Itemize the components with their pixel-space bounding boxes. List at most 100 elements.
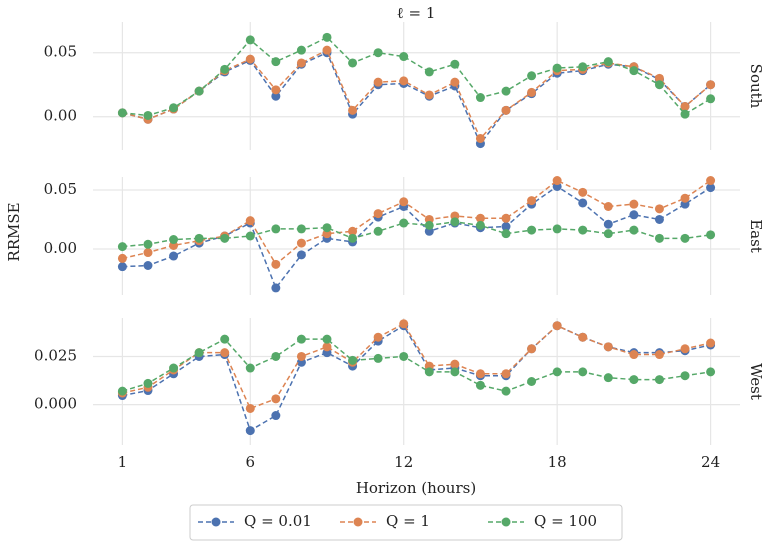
legend-marker bbox=[211, 517, 221, 527]
data-point bbox=[194, 348, 204, 358]
data-point bbox=[143, 261, 153, 270]
data-point bbox=[680, 109, 690, 119]
data-point bbox=[271, 411, 281, 421]
data-point bbox=[578, 225, 588, 235]
data-point bbox=[501, 386, 511, 396]
data-point bbox=[143, 110, 153, 120]
data-point bbox=[706, 338, 716, 348]
data-point bbox=[245, 35, 255, 45]
y-tick-label: 0.00 bbox=[44, 239, 77, 257]
data-point bbox=[322, 342, 332, 352]
data-point bbox=[271, 394, 281, 404]
data-point bbox=[501, 222, 511, 232]
data-point bbox=[271, 224, 281, 234]
data-point bbox=[603, 57, 613, 67]
legend-label: Q = 100 bbox=[534, 512, 597, 530]
data-point bbox=[501, 105, 511, 115]
data-point bbox=[706, 367, 716, 377]
data-point bbox=[654, 204, 664, 214]
data-point bbox=[296, 238, 306, 248]
data-point bbox=[424, 220, 434, 230]
data-point bbox=[169, 251, 179, 261]
data-point bbox=[654, 80, 664, 90]
facet-label: South bbox=[747, 64, 765, 109]
data-point bbox=[680, 233, 690, 243]
y-tick-label: 0.05 bbox=[44, 180, 77, 198]
data-point bbox=[245, 216, 255, 226]
data-point bbox=[501, 213, 511, 223]
data-point bbox=[169, 103, 179, 113]
data-point bbox=[220, 64, 230, 74]
data-point bbox=[194, 86, 204, 96]
x-tick-label: 1 bbox=[118, 453, 128, 471]
data-point bbox=[578, 62, 588, 72]
legend-marker bbox=[353, 517, 363, 527]
data-point bbox=[578, 187, 588, 197]
data-point bbox=[578, 332, 588, 342]
data-point bbox=[348, 233, 358, 243]
data-point bbox=[245, 363, 255, 373]
data-point bbox=[603, 342, 613, 352]
facet-label: West bbox=[747, 363, 765, 400]
series-line bbox=[122, 49, 712, 140]
data-point bbox=[450, 217, 460, 227]
data-point bbox=[603, 373, 613, 383]
data-point bbox=[654, 375, 664, 385]
data-point bbox=[373, 48, 383, 58]
data-point bbox=[629, 225, 639, 235]
data-point bbox=[475, 380, 485, 390]
x-axis-label: Horizon (hours) bbox=[356, 479, 476, 497]
data-point bbox=[578, 198, 588, 208]
series-line bbox=[122, 185, 711, 290]
data-point bbox=[296, 45, 306, 55]
data-point bbox=[424, 90, 434, 100]
y-tick-label: 0.025 bbox=[34, 346, 77, 364]
data-point bbox=[629, 210, 639, 220]
data-point bbox=[654, 214, 664, 224]
facet-label: East bbox=[747, 219, 765, 253]
data-point bbox=[603, 229, 613, 239]
data-point bbox=[424, 67, 434, 77]
y-axis-label: RRMSE bbox=[5, 202, 23, 261]
data-point bbox=[399, 351, 409, 361]
data-point bbox=[348, 105, 358, 115]
data-point bbox=[271, 259, 281, 269]
data-point bbox=[552, 367, 562, 377]
data-point bbox=[271, 351, 281, 361]
data-point bbox=[399, 197, 409, 207]
data-point bbox=[578, 367, 588, 377]
x-tick-label: 12 bbox=[394, 453, 413, 471]
data-point bbox=[629, 66, 639, 76]
y-tick-label: 0.05 bbox=[44, 43, 77, 61]
legend-label: Q = 1 bbox=[386, 512, 430, 530]
data-point bbox=[245, 426, 255, 436]
x-tick-label: 6 bbox=[246, 453, 256, 471]
data-point bbox=[143, 239, 153, 249]
data-point bbox=[475, 93, 485, 103]
data-point bbox=[629, 350, 639, 360]
data-point bbox=[296, 250, 306, 260]
data-point bbox=[680, 371, 690, 381]
y-tick-label: 0.00 bbox=[44, 107, 77, 125]
data-point bbox=[220, 348, 230, 358]
data-point bbox=[501, 369, 511, 379]
data-point bbox=[552, 321, 562, 331]
data-point bbox=[706, 183, 716, 193]
data-point bbox=[706, 94, 716, 104]
data-point bbox=[527, 87, 537, 97]
x-tick-label: 18 bbox=[548, 453, 567, 471]
data-point bbox=[706, 80, 716, 90]
y-tick-label: 0.000 bbox=[34, 395, 77, 413]
data-point bbox=[629, 199, 639, 209]
data-point bbox=[706, 176, 716, 186]
data-point bbox=[654, 233, 664, 243]
data-point bbox=[271, 85, 281, 95]
series-line bbox=[122, 36, 711, 117]
chart-title: ℓ = 1 bbox=[397, 4, 436, 22]
data-point bbox=[629, 375, 639, 385]
data-point bbox=[450, 359, 460, 369]
data-point bbox=[220, 233, 230, 243]
data-point bbox=[552, 63, 562, 73]
data-point bbox=[373, 77, 383, 87]
